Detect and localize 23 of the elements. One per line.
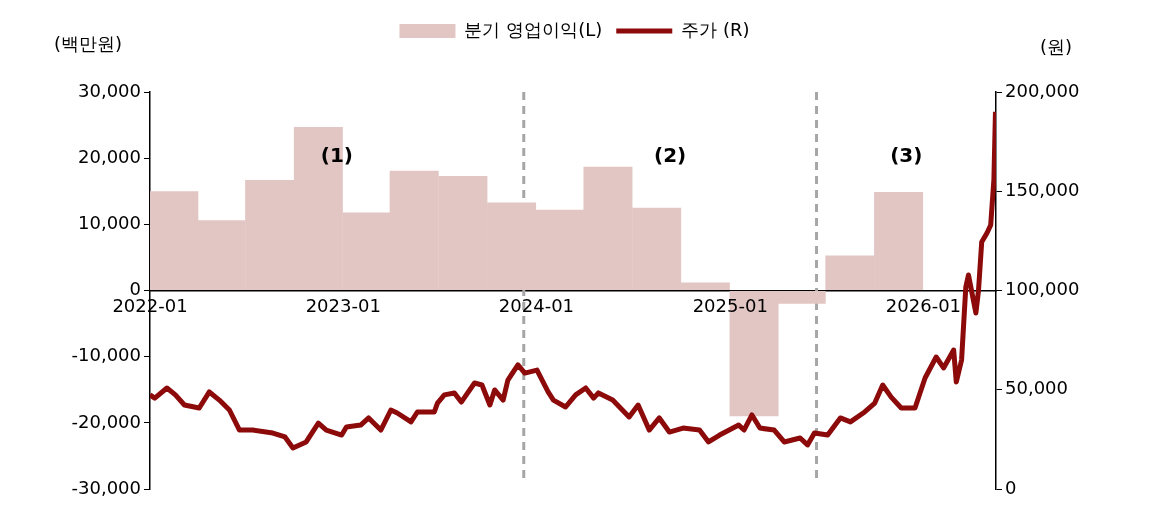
y2-tick-label: 100,000: [1005, 278, 1080, 300]
y2-tick-label: 200,000: [1005, 79, 1080, 101]
y2-tick-label: 50,000: [1005, 377, 1068, 399]
y-tick-label: 20,000: [78, 145, 141, 167]
y-tick-label: 10,000: [78, 212, 141, 234]
y-axis-title: (백만원): [53, 32, 123, 54]
x-tick-label: 2024-01: [498, 294, 575, 316]
y2-tick-label: 0: [1005, 476, 1017, 498]
y-tick-label: -10,000: [71, 344, 141, 366]
legend-label: 분기 영업이익(L): [464, 18, 603, 40]
y-tick-label: -20,000: [71, 410, 141, 432]
y-tick-label: 30,000: [78, 79, 141, 101]
x-tick-label: 2025-01: [692, 294, 768, 316]
annotation: (3): [890, 143, 923, 168]
y-tick-label: -30,000: [71, 476, 141, 498]
y-tick-label: 0: [129, 278, 141, 300]
y2-tick-label: 150,000: [1005, 178, 1080, 200]
x-tick-label: 2023-01: [305, 294, 381, 316]
annotation: (1): [320, 143, 353, 168]
y2-axis-title: (원): [1039, 35, 1073, 57]
annotation: (2): [654, 143, 687, 168]
legend-label: 주가 (R): [681, 18, 750, 40]
x-tick-label: 2026-01: [885, 294, 962, 316]
